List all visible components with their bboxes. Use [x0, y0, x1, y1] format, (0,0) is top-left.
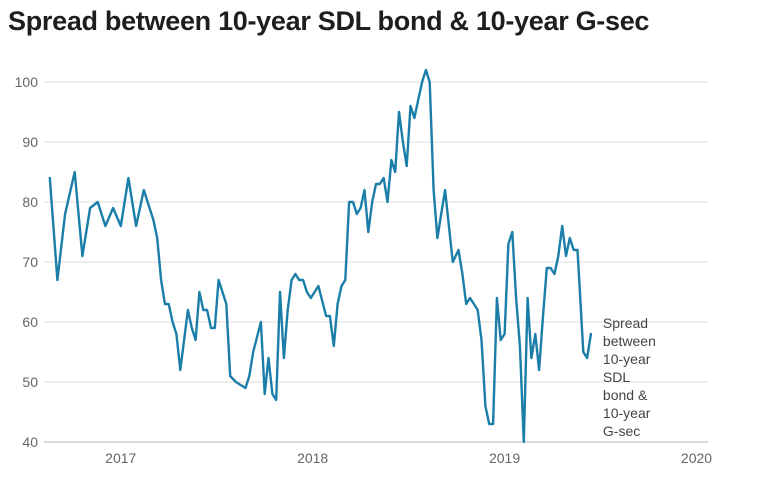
series-label-0: Spread between 10-year SDL bond & 10-year G-se…	[603, 315, 656, 439]
series-label-line: 10-year	[603, 405, 651, 421]
x-tick-label-2019: 2019	[489, 450, 520, 466]
y-tick-label-70: 70	[22, 254, 38, 270]
y-tick-label-60: 60	[22, 314, 38, 330]
x-tick-label-2020: 2020	[681, 450, 712, 466]
y-tick-label-80: 80	[22, 194, 38, 210]
chart-title: Spread between 10-year SDL bond & 10-yea…	[8, 6, 650, 36]
series-label-line: SDL	[603, 369, 630, 385]
y-tick-label-50: 50	[22, 374, 38, 390]
x-tick-label-2018: 2018	[297, 450, 328, 466]
y-tick-label-100: 100	[15, 74, 39, 90]
series-line-0	[48, 68, 593, 444]
x-tick-label-2017: 2017	[105, 450, 136, 466]
series-label-line: bond &	[603, 387, 648, 403]
series-label-line: G-sec	[603, 423, 640, 439]
y-tick-label-90: 90	[22, 134, 38, 150]
series-label-line: Spread	[603, 315, 648, 331]
series-label-line: 10-year	[603, 351, 651, 367]
y-tick-label-40: 40	[22, 434, 38, 450]
series-label-line: between	[603, 333, 656, 349]
